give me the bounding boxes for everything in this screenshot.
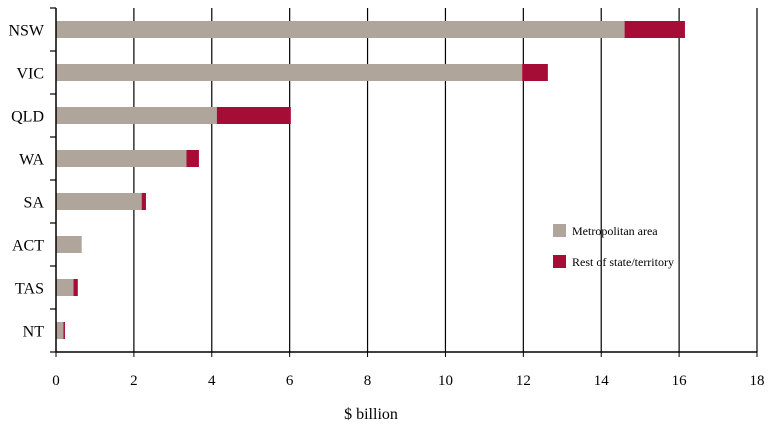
category-label-qld: QLD [11,109,44,126]
x-tick-label: 8 [364,373,372,389]
labels: 0 2 4 6 8 10 12 14 16 18 NSW VIC QLD WA SA ACT TAS NT [8,23,764,390]
bar-wa-rest [186,150,199,167]
x-tick-label: 0 [52,373,60,389]
x-tick-label: 6 [286,373,294,389]
legend: Metropolitan area Rest of state/territor… [553,224,674,269]
bar-sa-rest [141,193,146,210]
category-label-tas: TAS [15,281,44,298]
bar-qld-metropolitan [56,107,217,124]
x-axis-title: $ billion [344,406,398,423]
category-label-wa: WA [19,152,44,169]
bar-tas-rest [73,279,78,296]
gridlines [133,8,758,352]
category-label-nsw: NSW [8,23,44,40]
bar-vic-metropolitan [56,64,523,81]
x-tick-label: 16 [672,373,688,389]
bar-qld-rest [216,107,291,124]
bar-act-metropolitan [56,236,82,253]
bar-vic-rest [522,64,548,81]
category-label-sa: SA [24,195,45,212]
legend-label-metropolitan: Metropolitan area [572,224,658,238]
bar-nt-rest [63,322,65,339]
legend-swatch-rest [553,255,566,268]
x-tick-label: 12 [516,373,531,389]
x-tick-label: 10 [438,373,453,389]
x-tick-label: 4 [208,373,216,389]
bar-nsw-metropolitan [56,21,625,38]
bar-nsw-rest [624,21,685,38]
bars [56,21,685,339]
x-tick-label: 14 [594,373,610,389]
category-label-act: ACT [12,238,44,255]
bar-nt-metropolitan [56,322,64,339]
x-tick-label: 2 [130,373,138,389]
axes [50,7,758,357]
category-label-nt: NT [23,324,45,341]
category-label-vic: VIC [16,66,44,83]
bar-tas-metropolitan [56,279,74,296]
bar-sa-metropolitan [56,193,142,210]
legend-label-rest: Rest of state/territory [572,255,674,269]
legend-swatch-metropolitan [553,224,566,237]
bar-wa-metropolitan [56,150,187,167]
x-tick-label: 18 [750,373,765,389]
